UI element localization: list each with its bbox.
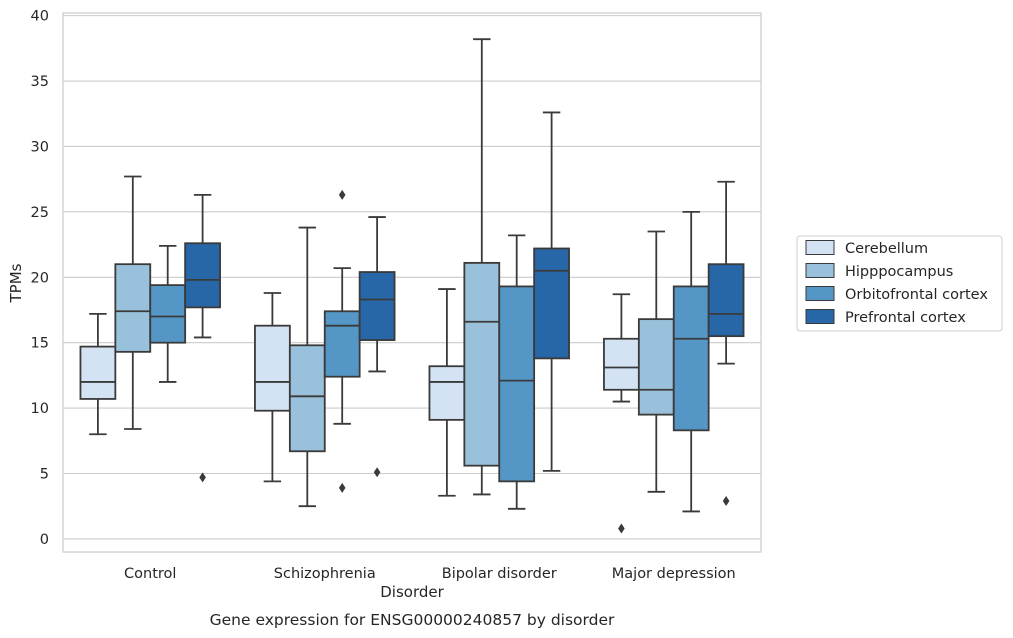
y-tick-label: 25 (31, 205, 49, 221)
box (79, 345, 117, 400)
box (672, 285, 710, 432)
box (428, 365, 466, 421)
chart-caption: Gene expression for ENSG00000240857 by d… (210, 611, 615, 629)
legend-label: Hipppocampus (845, 264, 953, 280)
box (463, 261, 501, 467)
y-tick-label: 30 (31, 139, 49, 155)
y-tick-label: 0 (40, 532, 49, 548)
x-tick-labels: Control Schizophrenia Bipolar disorder Majo… (124, 566, 736, 582)
box (533, 247, 570, 360)
box (288, 344, 326, 453)
box-group (603, 180, 745, 534)
box (323, 310, 361, 378)
box (637, 318, 675, 416)
y-tick-label: 35 (31, 74, 49, 90)
outlier-point (338, 482, 346, 493)
box (603, 337, 640, 391)
legend: Cerebellum Hipppocampus Orbitofrontal cort… (796, 235, 1003, 332)
legend-swatch (805, 263, 835, 278)
legend-swatch (805, 240, 835, 255)
x-tick-label: Schizophrenia (274, 566, 376, 582)
legend-swatch (805, 309, 835, 324)
y-tick-labels: 0 5 10 15 20 25 30 35 40 (31, 9, 49, 548)
legend-label: Cerebellum (845, 241, 928, 257)
y-axis-title: TPMs (7, 263, 25, 303)
x-tick-label: Control (124, 566, 176, 582)
outlier-point (199, 472, 206, 483)
outlier-point (722, 495, 730, 506)
box-group (254, 189, 396, 508)
y-tick-label: 20 (31, 270, 49, 286)
plot-area-frame (62, 12, 762, 553)
box (149, 284, 187, 344)
y-tick-label: 5 (40, 467, 49, 483)
x-tick-label: Bipolar disorder (442, 566, 557, 582)
y-tick-label: 10 (31, 401, 49, 417)
legend-frame (796, 235, 1003, 332)
box (707, 263, 745, 338)
box (184, 242, 221, 309)
box-group (79, 175, 221, 483)
y-tick-label: 15 (31, 336, 49, 352)
legend-label: Prefrontal cortex (845, 310, 966, 326)
box-group (428, 38, 570, 510)
outlier-point (373, 467, 381, 478)
outlier-point (338, 189, 346, 200)
outlier-point (618, 523, 625, 534)
x-tick-label: Major depression (612, 566, 736, 582)
box (498, 285, 536, 483)
box-groups (79, 38, 745, 534)
y-tick-label: 40 (31, 9, 49, 25)
box (114, 263, 152, 353)
box (358, 271, 396, 341)
legend-label: Orbitofrontal cortex (845, 287, 988, 303)
box (254, 324, 291, 412)
x-axis-title: Disorder (380, 583, 444, 601)
legend-swatch (805, 286, 835, 301)
